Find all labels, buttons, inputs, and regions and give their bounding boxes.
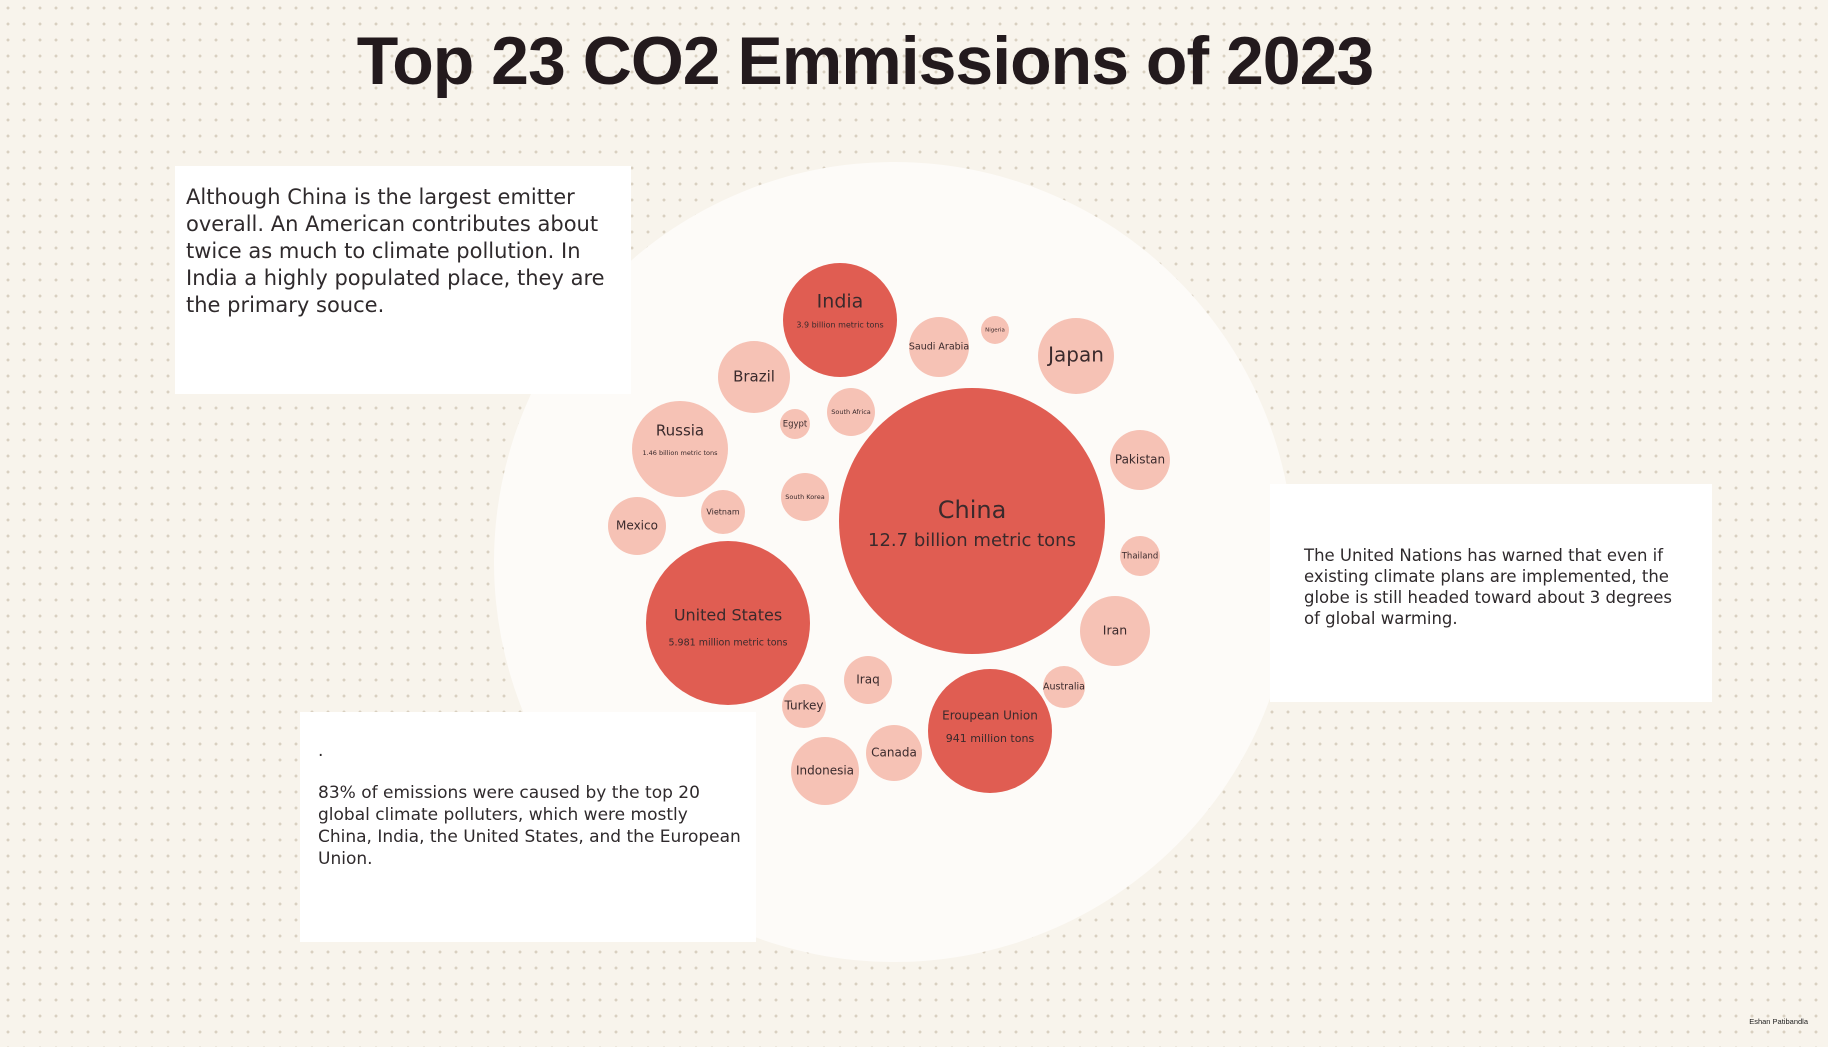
bubble-south-africa: South Africa (827, 388, 875, 436)
bubble-name-label: South Africa (831, 408, 871, 416)
bubble-name-label: Iraq (856, 673, 879, 687)
bubble-mexico: Mexico (608, 497, 666, 555)
page-title: Top 23 CO2 Emmissions of 2023 (356, 23, 1375, 99)
bubble-circle (646, 541, 810, 705)
bubble-circle (981, 316, 1009, 344)
bubble-japan: Japan (1038, 318, 1114, 394)
bubble-value-label: 12.7 billion metric tons (868, 530, 1076, 551)
bubble-circle (909, 317, 969, 377)
bubble-circle (780, 409, 810, 439)
bubble-egypt: Egypt (780, 409, 810, 439)
note-card-bottom: . 83% of emissions were caused by the to… (300, 712, 756, 942)
bubble-canada: Canada (866, 725, 922, 781)
bubble-name-label: Vietnam (706, 508, 740, 517)
bubble-brazil: Brazil (718, 341, 790, 413)
bubble-name-label: Russia (656, 422, 704, 440)
bubble-circle (632, 401, 728, 497)
bubble-value-label: 941 million tons (946, 732, 1035, 745)
bubble-india: India 3.9 billion metric tons (783, 263, 897, 377)
bubble-name-label: Mexico (616, 519, 658, 533)
note-bottom-text: 83% of emissions were caused by the top … (318, 783, 741, 869)
bubble-united-states: United States 5.981 million metric tons (646, 541, 810, 705)
bubble-indonesia: Indonesia (791, 737, 859, 805)
bubble-circle (844, 656, 892, 704)
bubble-circle (718, 341, 790, 413)
bubble-iran: Iran (1080, 596, 1150, 666)
bubble-thailand: Thailand (1120, 536, 1160, 576)
bubble-eroupean-union: Eroupean Union 941 million tons (928, 669, 1052, 793)
note-left-text: Although China is the largest emitter ov… (186, 185, 605, 317)
bubble-name-label: Iran (1103, 623, 1127, 638)
bubble-name-label: Saudi Arabia (909, 342, 969, 353)
bubble-russia: Russia 1.46 billion metric tons (632, 401, 728, 497)
bubble-circle (839, 388, 1105, 654)
note-card-right: The United Nations has warned that even … (1270, 484, 1712, 702)
bubble-name-label: Australia (1043, 682, 1085, 693)
bubble-name-label: Canada (871, 746, 917, 760)
bubble-circle (783, 263, 897, 377)
bubble-value-label: 5.981 million metric tons (668, 638, 787, 649)
bubble-circle (608, 497, 666, 555)
bubble-circle (1120, 536, 1160, 576)
bubble-name-label: Egypt (783, 420, 808, 430)
bubble-value-label: 1.46 billion metric tons (642, 449, 718, 457)
bubble-name-label: Indonesia (796, 764, 854, 778)
bubble-name-label: United States (674, 606, 782, 625)
bubble-australia: Australia (1043, 666, 1085, 708)
bubble-name-label: Pakistan (1115, 453, 1165, 467)
bubble-pakistan: Pakistan (1110, 430, 1170, 490)
bubble-name-label: China (938, 496, 1007, 524)
author-credit: Eshan Patibandla (1749, 1017, 1808, 1026)
bubble-value-label: 3.9 billion metric tons (796, 321, 883, 330)
bubble-circle (1038, 318, 1114, 394)
bubble-nigeria: Nigeria (981, 316, 1009, 344)
note-bottom-mark: . (318, 741, 324, 761)
note-card-left: Although China is the largest emitter ov… (175, 166, 631, 394)
bubble-name-label: South Korea (785, 493, 824, 501)
bubble-saudi-arabia: Saudi Arabia (909, 317, 969, 377)
bubble-name-label: India (817, 291, 864, 313)
bubble-name-label: Eroupean Union (942, 709, 1038, 723)
bubble-circle (782, 684, 826, 728)
bubble-circle (701, 490, 745, 534)
bubble-iraq: Iraq (844, 656, 892, 704)
bubble-circle (928, 669, 1052, 793)
bubble-name-label: Brazil (733, 368, 775, 386)
bubble-vietnam: Vietnam (701, 490, 745, 534)
bubble-turkey: Turkey (782, 684, 826, 728)
bubble-circle (1043, 666, 1085, 708)
bubble-china: China 12.7 billion metric tons (839, 388, 1105, 654)
bubble-circle (1080, 596, 1150, 666)
bubble-circle (791, 737, 859, 805)
bubble-circle (827, 388, 875, 436)
bubble-circle (1110, 430, 1170, 490)
bubble-circle (866, 725, 922, 781)
note-right-text: The United Nations has warned that even … (1304, 546, 1672, 628)
bubble-south-korea: South Korea (781, 473, 829, 521)
bubble-circle (781, 473, 829, 521)
bubble-name-label: Nigeria (985, 328, 1005, 334)
bubble-name-label: Thailand (1121, 552, 1159, 562)
bubble-name-label: Japan (1046, 343, 1104, 367)
bubble-name-label: Turkey (783, 699, 823, 713)
